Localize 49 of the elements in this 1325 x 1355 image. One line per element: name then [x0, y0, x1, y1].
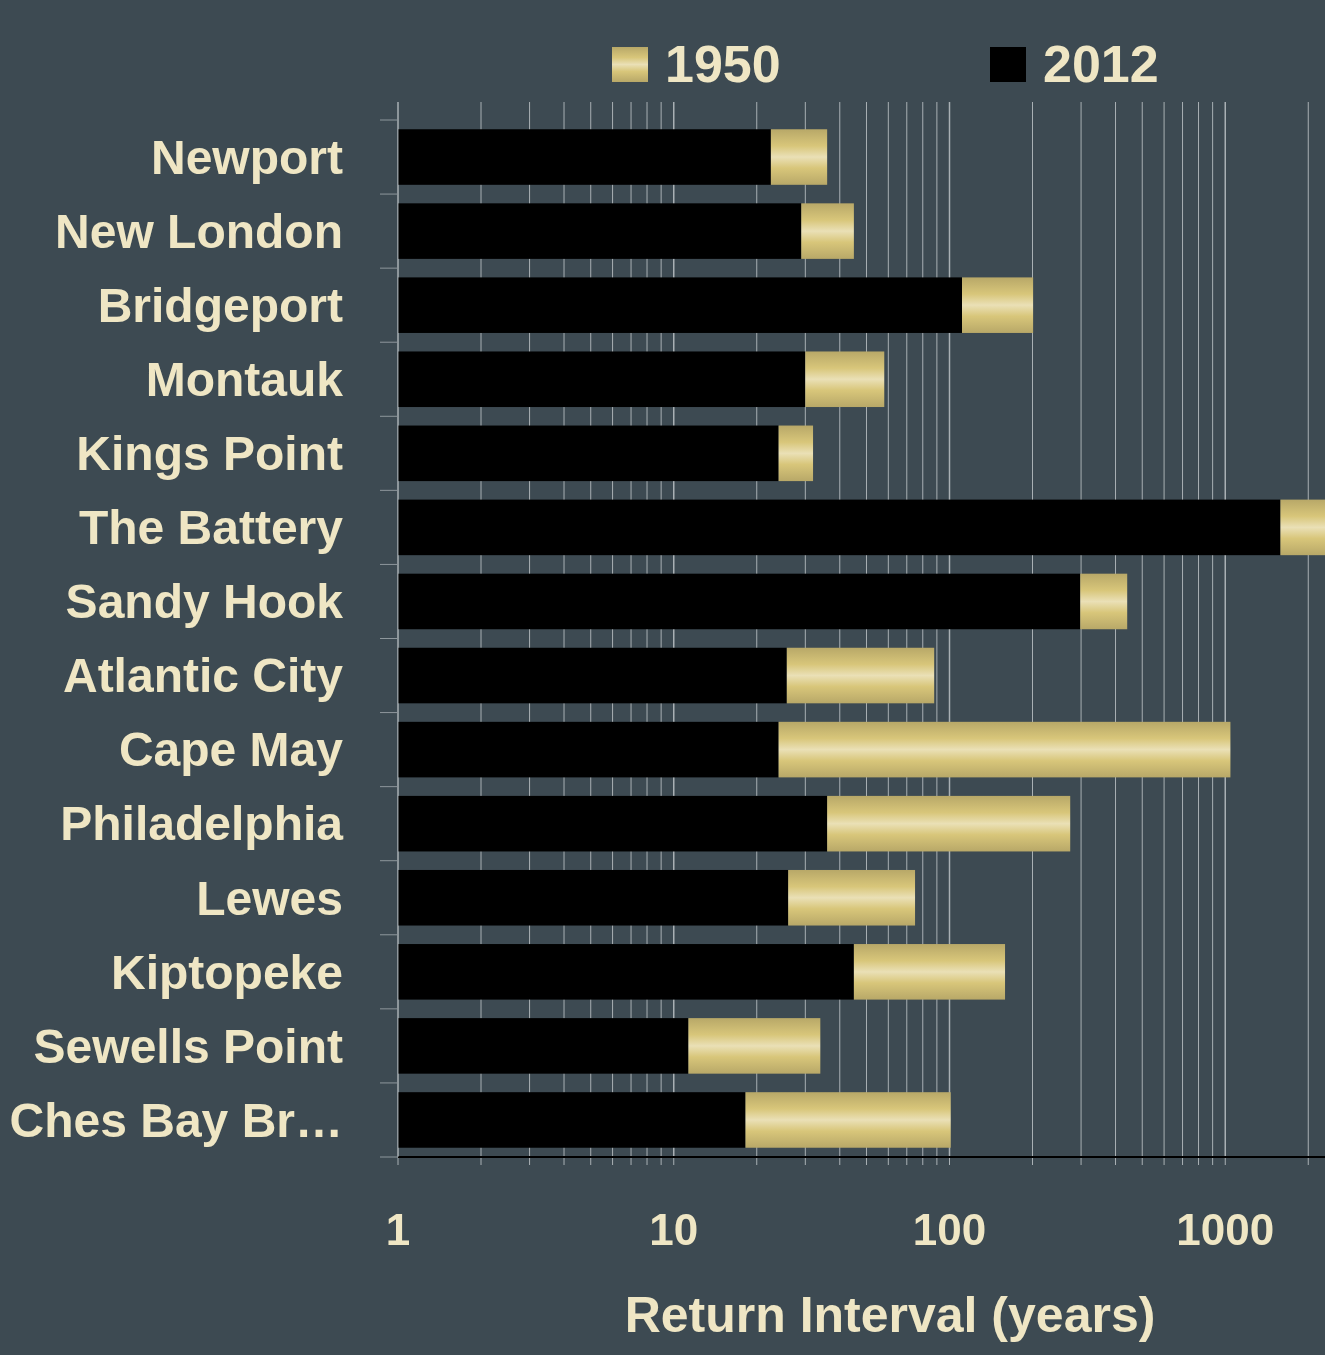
- y-tick-label: Philadelphia: [60, 797, 344, 851]
- y-tick-label: Sandy Hook: [65, 575, 344, 629]
- bar: [398, 795, 828, 852]
- y-tick-label: Ches Bay Br…: [9, 1093, 343, 1147]
- bar: [827, 795, 1071, 852]
- bar: [688, 1018, 821, 1074]
- bar: [805, 351, 885, 408]
- bar: [778, 721, 1231, 778]
- bar: [786, 647, 935, 704]
- y-tick-label: Cape May: [118, 723, 344, 777]
- y-tick-label: Atlantic City: [62, 649, 344, 703]
- legend-label: 1950: [665, 35, 781, 93]
- bar: [1280, 499, 1325, 556]
- bar: [398, 351, 806, 408]
- bar: [398, 1018, 689, 1074]
- bar: [398, 129, 771, 185]
- bar: [801, 203, 854, 259]
- x-axis-title: Return Interval (years): [624, 1287, 1156, 1343]
- y-tick-label: Bridgeport: [97, 278, 344, 332]
- y-tick-label: Kiptopeke: [110, 945, 343, 999]
- y-tick-label: New London: [55, 204, 343, 258]
- y-tick-label: The Battery: [78, 501, 344, 555]
- bar: [962, 277, 1034, 333]
- x-tick-label: 10: [649, 1205, 699, 1254]
- bar: [398, 944, 854, 1000]
- bar: [398, 869, 789, 926]
- bar: [788, 869, 916, 926]
- bar: [398, 499, 1281, 556]
- x-tick-label: 1: [385, 1205, 411, 1254]
- bar: [398, 647, 787, 704]
- y-tick-label: Sewells Point: [33, 1019, 344, 1073]
- legend-label: 2012: [1043, 35, 1159, 93]
- y-tick-label: Newport: [151, 130, 344, 184]
- x-tick-label: 1000: [1176, 1205, 1275, 1254]
- y-tick-label: Montauk: [145, 353, 344, 407]
- bar: [398, 425, 779, 482]
- bar: [778, 425, 814, 482]
- bar: [398, 277, 962, 333]
- bar: [770, 129, 828, 185]
- bar: [398, 573, 1081, 630]
- bar: [853, 944, 1006, 1000]
- y-tick-label: Kings Point: [76, 427, 344, 481]
- y-tick-label: Lewes: [196, 871, 343, 925]
- bar: [745, 1092, 951, 1148]
- bar: [1080, 573, 1128, 630]
- bar: [398, 721, 779, 778]
- bar: [398, 203, 802, 259]
- x-tick-label: 100: [912, 1205, 987, 1254]
- bar: [398, 1092, 746, 1148]
